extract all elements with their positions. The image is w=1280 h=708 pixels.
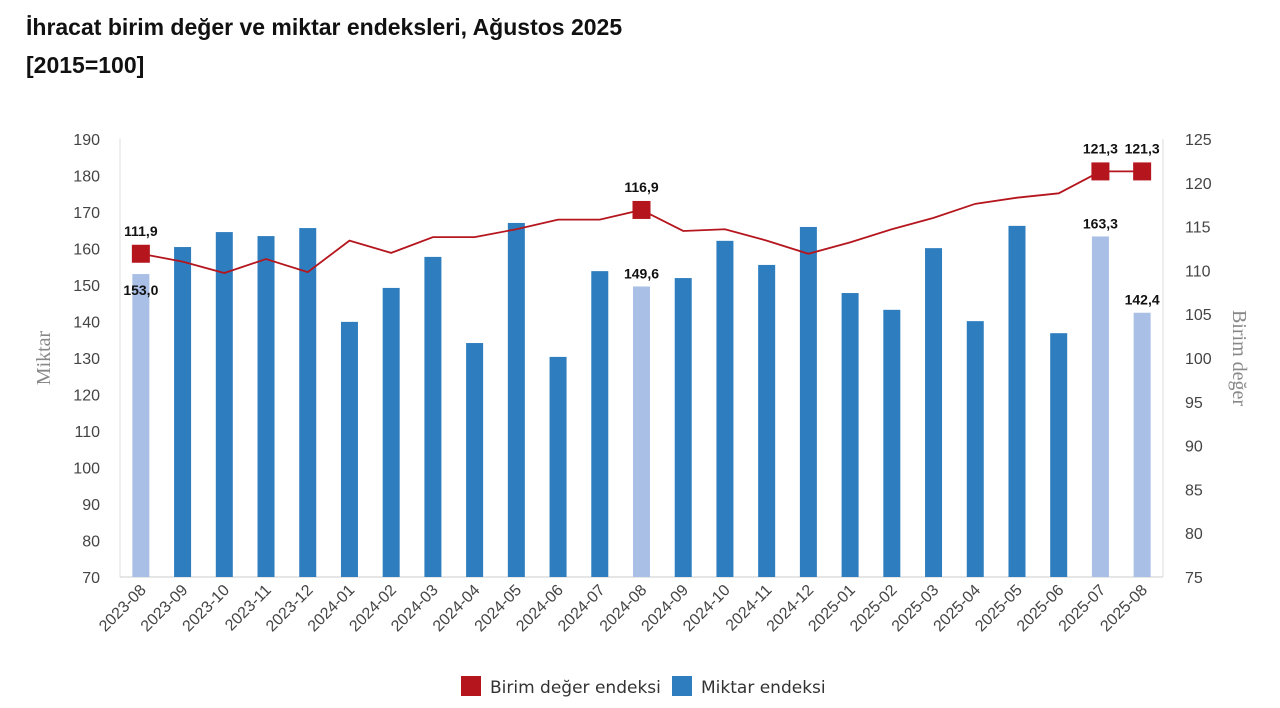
legend-label-birim-deger: Birim değer endeksi: [490, 678, 661, 698]
y-tick-label: 70: [82, 570, 100, 587]
line-data-label: 121,3: [1083, 140, 1118, 156]
bar-2025-08: [1133, 312, 1151, 577]
bar-2025-07: [1091, 236, 1109, 577]
bar-2024-02: [382, 287, 400, 577]
y2-tick-label: 125: [1185, 132, 1212, 149]
x-tick-label: 2023-10: [180, 582, 234, 636]
y-tick-label: 130: [73, 351, 100, 368]
y-tick-label: 80: [82, 534, 100, 551]
line-marker: [1091, 162, 1110, 181]
line-marker: [1133, 162, 1152, 181]
y2-tick-label: 110: [1185, 263, 1211, 280]
line-marker: [632, 200, 651, 219]
y2-tick-label: 100: [1185, 351, 1212, 368]
legend-swatch-miktar: [672, 676, 692, 696]
y-tick-label: 150: [73, 278, 100, 295]
bar-data-label: 142,4: [1125, 292, 1160, 308]
line-marker: [131, 244, 150, 263]
y2-tick-label: 90: [1185, 439, 1203, 456]
y2-tick-label: 75: [1185, 570, 1203, 587]
bar-2023-12: [299, 228, 317, 577]
bar-2024-06: [549, 356, 567, 577]
bar-data-label: 153,0: [123, 282, 158, 298]
line-data-label: 121,3: [1125, 140, 1160, 156]
bar-2025-03: [925, 248, 943, 577]
bar-2025-06: [1050, 333, 1068, 577]
bar-2024-05: [507, 222, 525, 577]
bar-2024-08: [633, 286, 650, 577]
y-tick-label: 140: [73, 315, 100, 332]
chart-title: İhracat birim değer ve miktar endeksleri…: [26, 8, 622, 84]
bar-2024-11: [758, 264, 776, 577]
line-data-label: 116,9: [624, 179, 658, 195]
bar-2023-09: [174, 247, 192, 578]
bar-2024-01: [340, 321, 358, 577]
bar-2025-01: [841, 293, 859, 577]
x-tick-label: 2025-08: [1097, 582, 1151, 636]
bar-2023-10: [215, 232, 233, 577]
x-tick-label: 2024-10: [680, 582, 734, 636]
subtitle-text: [2015=100]: [26, 52, 145, 78]
y-tick-label: 100: [73, 461, 100, 478]
y-axis-label: Miktar: [33, 330, 55, 385]
bar-2024-03: [424, 256, 442, 577]
y-tick-label: 180: [73, 169, 100, 186]
y2-tick-label: 80: [1185, 526, 1203, 543]
y2-tick-label: 120: [1185, 176, 1212, 193]
y2-axis-label: Birim değer: [1228, 310, 1250, 406]
y2-tick-label: 85: [1185, 482, 1203, 499]
title-text: İhracat birim değer ve miktar endeksleri…: [26, 14, 623, 40]
y-tick-label: 160: [73, 242, 100, 259]
legend-swatch-birim-deger: [461, 676, 481, 696]
y-tick-label: 110: [74, 424, 100, 441]
bar-2024-04: [466, 343, 484, 577]
bar-2023-08: [132, 274, 150, 577]
bar-data-label: 149,6: [624, 265, 659, 281]
bar-2025-04: [966, 321, 984, 577]
y2-tick-label: 115: [1185, 220, 1211, 237]
y2-tick-label: 105: [1185, 307, 1212, 324]
y-tick-label: 120: [73, 388, 100, 405]
bar-2024-09: [674, 278, 692, 577]
y-tick-label: 90: [82, 497, 100, 514]
bar-2025-05: [1008, 225, 1026, 577]
bar-2024-07: [591, 271, 609, 577]
bar-data-label: 163,3: [1083, 215, 1118, 231]
bar-2024-12: [799, 226, 817, 577]
bar-2023-11: [257, 236, 275, 577]
y-tick-label: 170: [73, 205, 100, 222]
bar-2025-02: [883, 309, 901, 577]
y2-tick-label: 95: [1185, 395, 1203, 412]
line-data-label: 111,9: [124, 223, 158, 239]
bar-2024-10: [716, 240, 734, 577]
legend-label-miktar: Miktar endeksi: [701, 678, 826, 698]
y-tick-label: 190: [73, 132, 100, 149]
